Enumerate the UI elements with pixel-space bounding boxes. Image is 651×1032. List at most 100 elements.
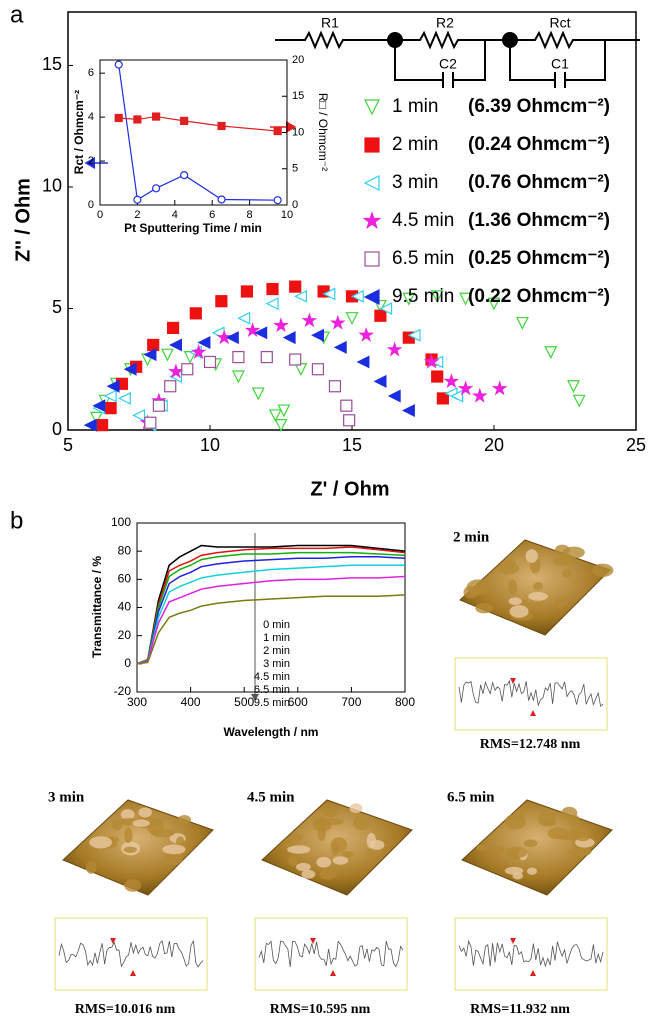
legend-marker: [365, 176, 379, 190]
data-marker: [218, 196, 225, 203]
legend-label: 9.5 min: [254, 697, 290, 709]
data-marker: [153, 400, 164, 411]
afm-grain: [124, 828, 132, 844]
data-marker: [312, 330, 323, 341]
afm-grain: [553, 557, 568, 566]
afm-grain: [554, 598, 565, 608]
afm-label: 3 min: [48, 789, 85, 805]
series-line: [119, 117, 278, 132]
afm-grain: [476, 844, 487, 851]
y-tick-label: 100: [111, 515, 131, 529]
rms-label: RMS=11.932 nm: [470, 1002, 570, 1017]
afm-grain: [568, 848, 592, 857]
profile-frame: [455, 918, 607, 990]
data-marker: [115, 61, 122, 68]
afm-grain: [153, 818, 162, 826]
x-tick-label: 6: [209, 209, 215, 221]
afm-grain: [563, 547, 585, 559]
data-marker: [216, 296, 227, 307]
data-marker: [284, 332, 295, 343]
legend-label: 6.5 min: [392, 248, 454, 269]
data-marker: [261, 352, 272, 363]
x-tick-label: 400: [181, 695, 201, 709]
afm-grain: [89, 836, 112, 848]
data-marker: [274, 197, 281, 204]
y-tick-label: 60: [118, 572, 132, 586]
y-tick-label: 80: [118, 543, 132, 557]
afm-grain: [524, 840, 538, 847]
circuit-labels: R1 R2 Rct C2 C1: [321, 15, 571, 72]
data-marker: [375, 310, 386, 321]
legend-label: 1 min: [392, 96, 438, 117]
data-marker: [341, 400, 352, 411]
circuit-label: R1: [321, 15, 339, 31]
data-marker: [312, 364, 323, 375]
x-tick-label: 800: [395, 695, 415, 709]
legend-marker: [364, 213, 379, 228]
data-marker: [494, 382, 506, 393]
afm-grain: [575, 830, 591, 841]
legend-label: 6.5 min: [254, 684, 290, 696]
data-marker: [267, 298, 278, 309]
data-marker: [134, 410, 145, 421]
afm-grain: [151, 829, 174, 838]
data-marker: [165, 381, 176, 392]
data-marker: [267, 284, 278, 295]
profile-frame: [255, 918, 407, 990]
y-tick-label: 0: [88, 199, 94, 211]
legend-label: 4.5 min: [392, 210, 454, 231]
legend-label: 2 min: [392, 134, 438, 155]
y2-tick-label: 15: [292, 90, 304, 102]
legend-marker: [365, 252, 379, 266]
data-marker: [375, 376, 386, 387]
legend-label: 4.5 min: [254, 671, 290, 683]
afm-grain: [341, 851, 354, 857]
y-tick-label: 0: [124, 656, 131, 670]
x-tick-label: 5: [63, 435, 73, 455]
data-marker: [290, 281, 301, 292]
legend-label: 9.5 min: [392, 286, 454, 307]
afm-grain: [527, 868, 537, 875]
afm-grain: [505, 847, 527, 859]
data-marker: [568, 381, 579, 392]
data-marker: [389, 390, 400, 401]
data-marker: [253, 388, 264, 399]
data-marker: [97, 420, 108, 431]
data-marker: [168, 322, 179, 333]
circuit-wire: [275, 33, 640, 47]
panel-label: b: [10, 507, 23, 534]
data-marker: [145, 417, 156, 428]
data-marker: [241, 286, 252, 297]
y2-tick-label: 20: [292, 54, 304, 66]
x-axis-label: Wavelength / nm: [224, 725, 319, 739]
data-marker: [153, 185, 160, 192]
afm-grain: [568, 815, 580, 826]
data-marker: [360, 329, 372, 340]
data-marker: [303, 314, 315, 325]
afm-label: 4.5 min: [247, 789, 295, 805]
afm-grain: [324, 808, 338, 817]
afm-grain: [526, 549, 538, 563]
data-marker: [148, 339, 159, 350]
circuit-label: R2: [436, 15, 454, 31]
circuit-label: C2: [439, 56, 457, 72]
x-tick-label: 8: [247, 209, 253, 221]
legend-label: 3 min: [263, 658, 290, 670]
legend-value: (1.36 Ohmcm⁻²): [468, 210, 610, 231]
data-marker: [329, 381, 340, 392]
rms-label: RMS=10.595 nm: [270, 1002, 371, 1017]
circuit-label: C1: [551, 56, 569, 72]
data-marker: [181, 172, 188, 179]
x-tick-label: 25: [626, 435, 646, 455]
afm-grain: [162, 844, 185, 854]
afm-grain: [350, 803, 363, 813]
y-axis-label: Z'' / Ohm: [12, 178, 34, 262]
data-marker: [105, 403, 116, 414]
x-tick-label: 700: [341, 695, 361, 709]
afm-grain: [366, 849, 374, 858]
x-tick-label: 4: [172, 209, 178, 221]
data-marker: [335, 342, 346, 353]
afm-grain: [301, 870, 315, 879]
afm-grain: [509, 597, 522, 605]
afm-grain: [528, 592, 548, 601]
